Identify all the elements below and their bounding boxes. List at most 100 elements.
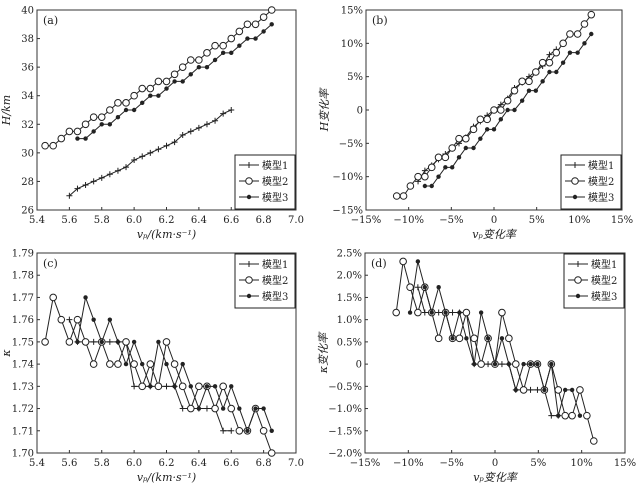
- data-point-circle: [525, 77, 533, 86]
- legend-item: 模型2: [568, 274, 617, 287]
- series-1: [415, 46, 560, 185]
- data-point-dot: [556, 413, 561, 418]
- y-tick-label: 2.0%: [337, 271, 362, 282]
- panel-d: −15% −10% −5% 0 5% 10% 15% −2.0% −1.5% −1.0% −0.5%…: [317, 249, 636, 484]
- data-point-circle: [470, 334, 479, 343]
- series-line: [417, 287, 559, 417]
- data-point-circle: [267, 6, 276, 14]
- data-point-plus: [572, 162, 578, 168]
- data-point-circle: [65, 338, 74, 346]
- legend-item: 模型3: [239, 191, 288, 204]
- legend-box: [234, 154, 296, 210]
- y-tick-label: 1.74: [12, 360, 34, 371]
- x-axis-label: vₚ/(km·s⁻¹): [137, 228, 196, 241]
- data-point-plus: [498, 361, 505, 368]
- data-point-dot: [164, 86, 169, 91]
- data-point-dot: [582, 41, 587, 46]
- data-point-dot: [505, 107, 510, 113]
- data-point-dot: [83, 295, 88, 300]
- data-point-dot: [131, 339, 137, 345]
- x-tick-label: 6.8: [256, 215, 272, 226]
- data-point-dot: [164, 361, 169, 367]
- data-point-circle: [455, 134, 463, 143]
- y-tick-label: 1.72: [12, 404, 34, 415]
- data-point-dot: [229, 50, 234, 56]
- data-point-plus: [195, 124, 202, 131]
- data-point-circle: [178, 63, 187, 71]
- x-tick-label: 5.8: [94, 458, 110, 469]
- legend-label: 模型2: [262, 175, 288, 188]
- data-point-dot: [269, 428, 274, 433]
- data-point-dot: [407, 310, 413, 315]
- data-point-circle: [574, 276, 582, 284]
- data-point-dot: [91, 317, 96, 322]
- x-tick-label: 6.2: [159, 458, 175, 469]
- legend-item: 模型1: [568, 258, 617, 271]
- x-tick-label: 0: [491, 215, 497, 226]
- data-point-plus: [106, 338, 113, 345]
- data-point-circle: [406, 182, 415, 190]
- y-tick-label: −15%: [332, 206, 363, 217]
- data-point-circle: [580, 20, 589, 28]
- data-point-dot: [563, 387, 568, 393]
- data-point-circle: [554, 386, 563, 394]
- data-point-circle: [138, 84, 147, 93]
- data-point-plus: [66, 316, 73, 323]
- data-point-dot: [415, 259, 421, 264]
- data-point-circle: [532, 68, 540, 76]
- data-point-plus: [220, 110, 227, 117]
- data-point-circle: [519, 386, 528, 394]
- data-point-dot: [569, 387, 575, 393]
- y-tick-label: 1.73: [12, 382, 34, 393]
- data-point-circle: [97, 113, 106, 121]
- data-point-circle: [267, 449, 276, 457]
- data-point-circle: [41, 141, 49, 150]
- data-point-dot: [107, 317, 113, 322]
- data-point-circle: [573, 30, 582, 38]
- y-tick-label: 1.77: [12, 293, 34, 304]
- data-point-dot: [261, 29, 266, 34]
- data-point-dot: [554, 69, 559, 75]
- data-point-circle: [49, 293, 57, 302]
- x-tick-label: 5.4: [29, 215, 45, 226]
- data-point-dot: [140, 100, 145, 106]
- data-point-circle: [195, 56, 203, 64]
- data-point-dot: [229, 384, 234, 389]
- x-tick-label: 7.0: [288, 458, 304, 469]
- data-point-dot: [484, 127, 490, 132]
- data-point-dot: [572, 194, 578, 200]
- data-point-dot: [148, 93, 153, 98]
- data-point-dot: [506, 361, 512, 367]
- data-point-circle: [245, 177, 253, 185]
- x-tick-label: 6.4: [191, 215, 207, 226]
- y-tick-label: 1.5%: [337, 293, 362, 304]
- y-tick-label: 28: [21, 177, 34, 188]
- y-tick-label: 32: [21, 120, 34, 131]
- x-tick-label: 15%: [614, 458, 636, 469]
- data-point-circle: [441, 153, 450, 162]
- y-tick-label: 15%: [341, 6, 363, 17]
- series-3: [75, 22, 274, 141]
- data-point-dot: [204, 384, 210, 389]
- data-point-dot: [253, 406, 258, 411]
- data-point-circle: [498, 308, 506, 317]
- legend-label: 模型3: [262, 290, 288, 303]
- data-point-dot: [212, 57, 218, 63]
- data-point-plus: [163, 142, 170, 149]
- y-tick-label: 36: [21, 63, 34, 74]
- legend-label: 模型1: [262, 159, 288, 172]
- data-point-circle: [545, 58, 554, 67]
- data-point-dot: [180, 79, 185, 84]
- data-point-circle: [219, 382, 227, 391]
- data-point-circle: [81, 120, 90, 129]
- data-point-dot: [99, 339, 104, 345]
- data-point-dot: [220, 406, 226, 411]
- data-point-plus: [203, 405, 210, 412]
- data-point-plus: [534, 386, 541, 393]
- data-point-dot: [91, 129, 96, 134]
- legend: 模型1 模型2 模型3: [234, 253, 296, 309]
- data-point-plus: [246, 261, 252, 267]
- legend-label: 模型3: [588, 191, 614, 204]
- data-point-dot: [567, 50, 573, 55]
- series-3: [75, 295, 274, 433]
